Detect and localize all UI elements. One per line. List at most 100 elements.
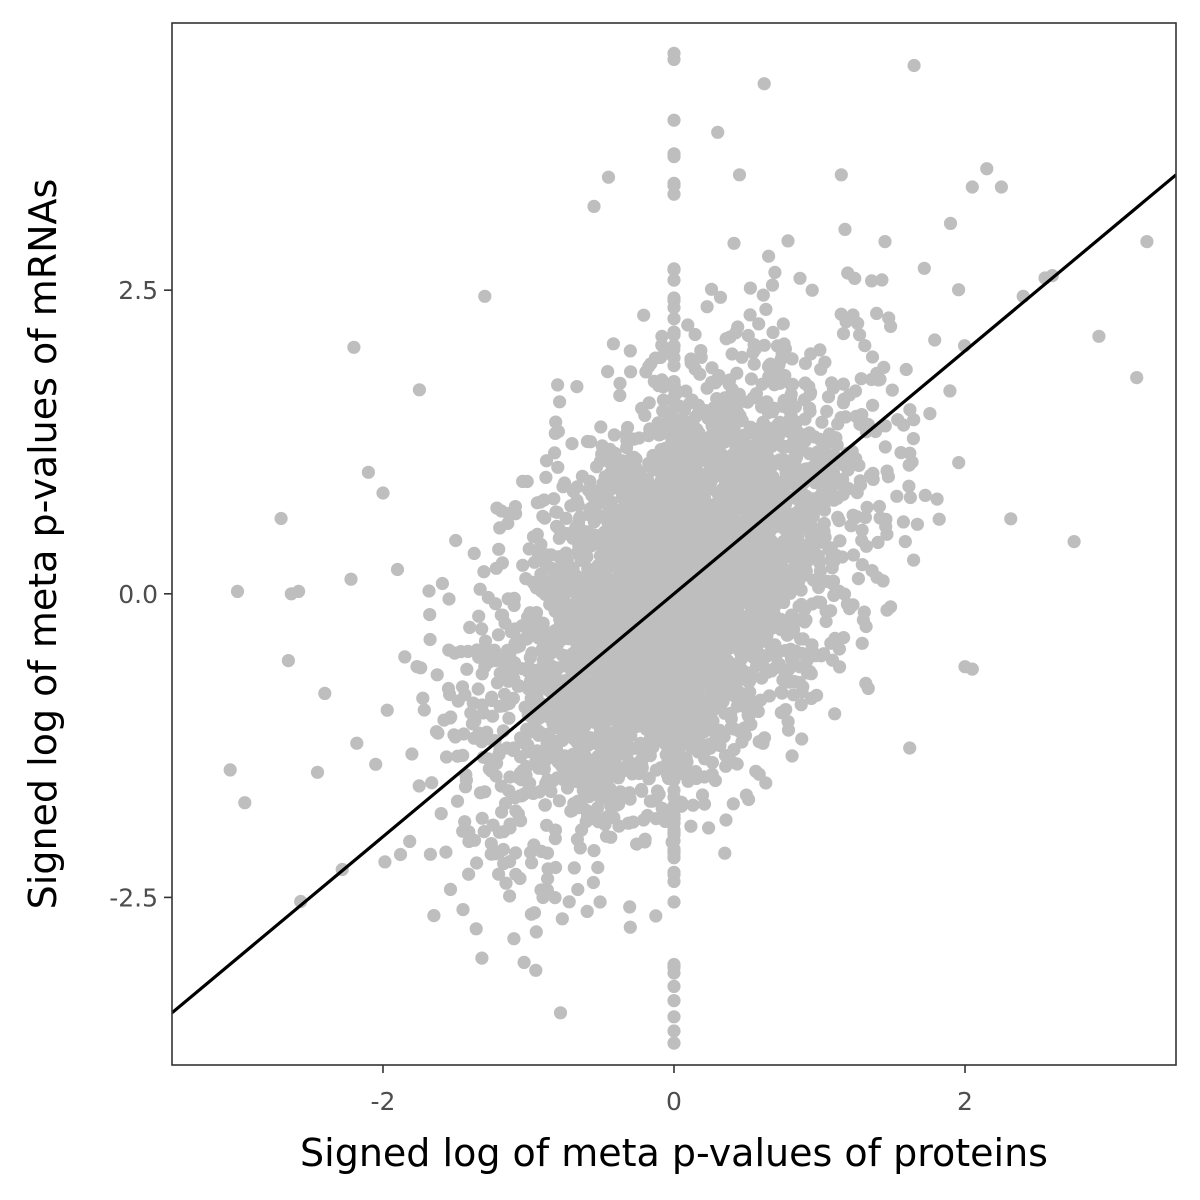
data-point xyxy=(496,608,510,622)
data-point xyxy=(667,729,681,743)
data-point xyxy=(694,350,708,364)
data-point xyxy=(655,447,670,461)
data-point xyxy=(592,535,606,549)
data-point xyxy=(595,439,609,453)
data-point xyxy=(761,360,776,374)
data-point xyxy=(512,639,527,653)
data-point xyxy=(347,340,361,354)
data-point xyxy=(667,325,681,339)
data-point xyxy=(650,459,664,473)
data-point xyxy=(752,317,766,331)
data-point xyxy=(549,415,563,429)
data-point xyxy=(880,527,894,541)
data-point xyxy=(586,875,601,890)
data-point xyxy=(655,329,669,343)
data-point xyxy=(965,662,979,676)
data-point xyxy=(477,644,491,659)
data-point xyxy=(667,851,681,865)
data-point xyxy=(511,679,525,693)
data-point xyxy=(583,435,598,449)
data-point xyxy=(520,630,534,644)
data-point xyxy=(826,432,840,446)
data-point xyxy=(492,867,506,881)
y-tick-label: 0.0 xyxy=(118,580,158,609)
data-point xyxy=(692,657,707,671)
data-point xyxy=(779,703,793,717)
data-point xyxy=(813,489,827,503)
data-point xyxy=(463,620,477,635)
data-point xyxy=(943,216,958,230)
data-point xyxy=(497,699,511,713)
data-point xyxy=(1140,235,1154,249)
data-point xyxy=(653,669,667,684)
data-point xyxy=(846,548,861,562)
data-point xyxy=(707,436,721,450)
data-point xyxy=(318,686,332,701)
data-point xyxy=(783,620,797,634)
data-point xyxy=(487,643,501,657)
data-point xyxy=(492,542,506,556)
data-point xyxy=(576,773,590,787)
data-point xyxy=(757,428,771,442)
data-point xyxy=(602,672,616,686)
data-point xyxy=(642,429,656,443)
data-point xyxy=(612,556,626,570)
data-point xyxy=(724,389,738,403)
data-point xyxy=(473,786,488,800)
data-point xyxy=(606,531,620,545)
data-point xyxy=(704,593,718,608)
data-point xyxy=(903,741,917,755)
data-point xyxy=(588,641,603,656)
data-point xyxy=(679,524,693,538)
data-point xyxy=(903,403,917,417)
data-point xyxy=(544,548,558,562)
data-point xyxy=(784,460,798,474)
data-point xyxy=(805,644,819,658)
data-point xyxy=(564,804,578,818)
data-point xyxy=(800,666,815,680)
data-point xyxy=(593,895,607,909)
data-point xyxy=(681,774,695,788)
data-point xyxy=(852,458,866,472)
data-point xyxy=(623,920,637,934)
data-point xyxy=(734,653,748,667)
data-point xyxy=(605,452,620,466)
data-point xyxy=(567,861,581,875)
data-point xyxy=(778,400,793,414)
data-point xyxy=(632,503,646,518)
data-point xyxy=(730,699,744,713)
data-point xyxy=(491,628,505,642)
data-point xyxy=(530,527,544,542)
data-point xyxy=(718,846,732,860)
data-point xyxy=(691,745,705,759)
data-point xyxy=(798,462,812,476)
data-point xyxy=(834,411,848,425)
data-point xyxy=(885,383,899,397)
data-point xyxy=(481,752,495,766)
data-point xyxy=(604,495,619,509)
data-point xyxy=(828,707,842,721)
data-point xyxy=(743,308,757,322)
data-point xyxy=(726,448,740,462)
data-point xyxy=(475,951,489,965)
data-point xyxy=(733,559,748,573)
data-point xyxy=(837,458,851,472)
data-point xyxy=(803,387,817,401)
data-point xyxy=(611,596,625,610)
data-point xyxy=(596,722,610,736)
data-point xyxy=(819,614,833,629)
data-point xyxy=(624,605,638,619)
data-point xyxy=(894,446,908,460)
data-point xyxy=(870,570,884,584)
data-point xyxy=(772,358,786,372)
data-point xyxy=(460,662,474,676)
data-point xyxy=(757,77,771,91)
data-point xyxy=(817,525,831,539)
data-point xyxy=(623,665,637,679)
data-point xyxy=(786,580,800,594)
data-point xyxy=(656,393,671,407)
data-point xyxy=(713,726,727,740)
data-point xyxy=(778,368,792,383)
data-point xyxy=(776,591,790,605)
data-point xyxy=(621,420,635,435)
